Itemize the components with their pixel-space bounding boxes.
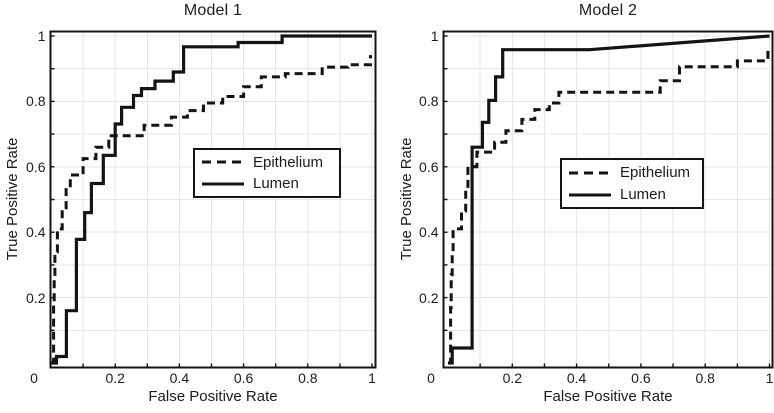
legend-item: Epithelium [202,152,332,173]
model-2-epithelium-curve [448,49,770,365]
x-tick-label: 0.4 [169,370,190,386]
chart2-legend: Epithelium Lumen [560,158,704,209]
x-tick-label: 1 [368,370,376,386]
y-tick-label: 0.4 [419,224,439,241]
chart1-xaxis-label: False Positive Rate [148,388,278,405]
dashed-line-sample-icon [202,160,244,164]
y-tick-label: 0.6 [26,158,46,175]
model-2-lumen-curve [448,34,770,365]
model-1-lumen-curve [51,34,372,365]
chart2-xaxis-label: False Positive Rate [543,388,673,405]
x-tick-label: 0.4 [566,370,587,386]
legend-label: Lumen [620,186,666,203]
x-tick-label: 0 [30,370,38,386]
x-tick-label: 0.2 [502,370,523,386]
chart1-yaxis-label: True Positive Rate [4,137,21,261]
chart2-yaxis-label: True Positive Rate [398,137,415,261]
x-tick-label: 0.2 [105,370,125,386]
x-tick-label: 1 [765,370,774,386]
y-tick-label: 1 [430,28,439,44]
chart1-legend: Epithelium Lumen [193,148,341,198]
solid-line-sample-icon [569,193,611,196]
x-tick-label: 0 [427,370,435,386]
y-tick-label: 0.6 [419,158,439,175]
legend-item: Lumen [569,184,695,205]
legend-label: Epithelium [253,153,324,171]
y-tick-label: 0.8 [419,93,439,110]
legend-label: Epithelium [620,164,691,181]
legend-item: Lumen [202,174,332,195]
y-tick-label: 0.8 [26,93,46,110]
y-tick-label: 0.2 [419,289,439,306]
y-tick-label: 0.4 [26,224,46,241]
dashed-line-sample-icon [569,171,611,174]
y-tick-label: 1 [37,28,46,44]
x-tick-label: 0.8 [695,370,715,386]
chart2-title: Model 2 [578,2,638,19]
x-tick-label: 0.8 [298,370,318,386]
legend-item: Epithelium [569,162,695,183]
legend-label: Lumen [253,175,299,193]
chart1-title: Model 1 [183,2,243,19]
x-tick-label: 0.6 [233,370,254,386]
x-tick-label: 0.6 [631,370,651,386]
model-1-epithelium-curve [51,55,372,365]
solid-line-sample-icon [202,182,244,186]
y-tick-label: 0.2 [26,289,46,306]
